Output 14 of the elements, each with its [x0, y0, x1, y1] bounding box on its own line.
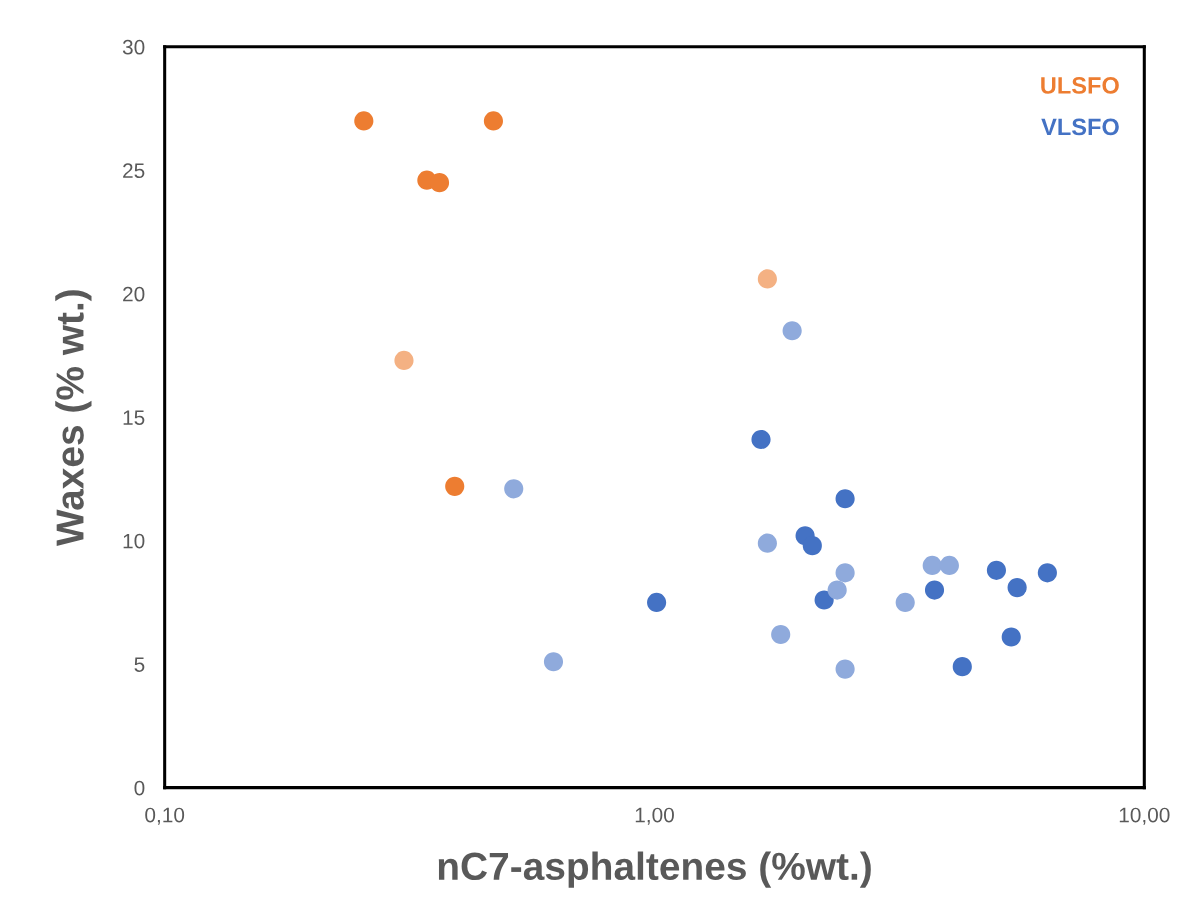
y-tick-label: 0: [134, 780, 145, 796]
x-axis-title: nC7-asphaltenes (%wt.): [438, 851, 871, 888]
y-tick-label: 5: [134, 657, 145, 672]
y-tick-label: 15: [123, 410, 145, 425]
x-tick-label: 10,00: [1119, 807, 1170, 825]
y-axis-title: Waxes (% wt.): [55, 290, 92, 547]
text: ULSFO: [1041, 77, 1119, 94]
y-tick-label: 25: [123, 163, 145, 179]
x-tick-label: 1,00: [635, 807, 674, 825]
y-tick-label: 10: [123, 533, 145, 549]
y-tick-label: 30: [122, 39, 145, 55]
text: VLSFO: [1041, 118, 1119, 136]
x-tick-label: 0,10: [145, 807, 185, 825]
y-tick-label: 20: [123, 286, 145, 302]
